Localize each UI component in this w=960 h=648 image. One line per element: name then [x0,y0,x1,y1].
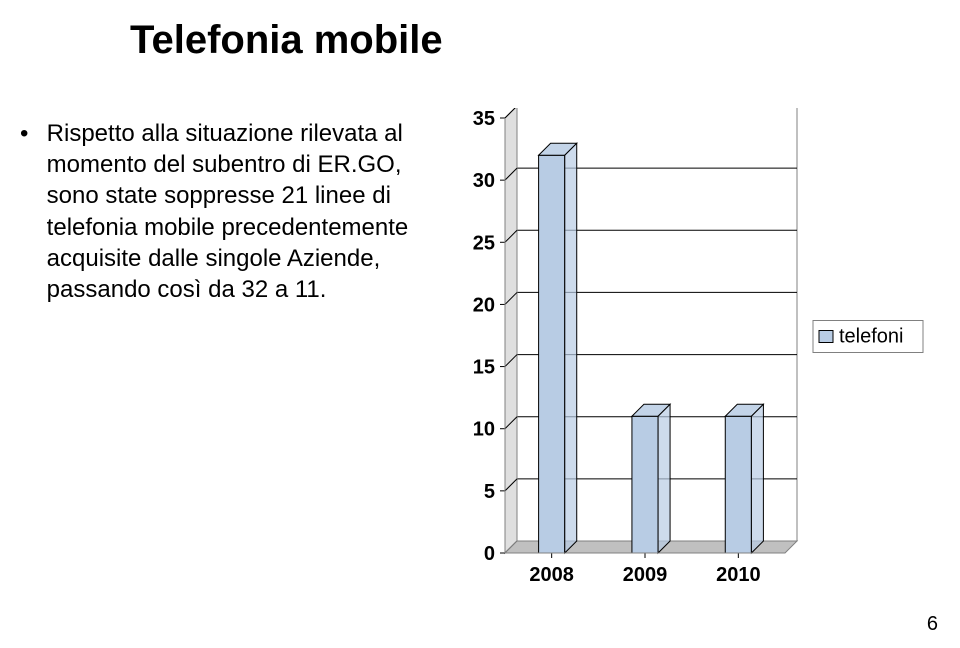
page-title: Telefonia mobile [130,18,443,63]
bar [725,416,751,553]
bullet-paragraph: • Rispetto alla situazione rilevata al m… [20,118,420,305]
legend-label: telefoni [839,326,904,348]
page-number: 6 [927,613,938,636]
y-tick-label: 15 [473,357,495,379]
y-tick-label: 30 [473,170,495,192]
x-tick-label: 2009 [623,564,668,586]
y-tick-label: 5 [484,481,495,503]
y-tick-label: 25 [473,232,495,254]
bullet-dot: • [20,118,40,149]
bar [632,416,658,553]
y-tick-label: 35 [473,108,495,130]
y-tick-label: 0 [484,543,495,565]
y-tick-label: 20 [473,294,495,316]
legend-swatch [819,331,833,343]
bar-chart: 0 5 10 15 20 25 30 35 2008 2009 2010 telefoni [450,108,930,598]
x-tick-label: 2010 [716,564,761,586]
bar [539,155,565,553]
bullet-text: Rispetto alla situazione rilevata al mom… [47,118,417,305]
y-tick-label: 10 [473,419,495,441]
chart-svg: 0 5 10 15 20 25 30 35 2008 2009 2010 telefoni [450,108,930,598]
x-tick-label: 2008 [529,564,574,586]
